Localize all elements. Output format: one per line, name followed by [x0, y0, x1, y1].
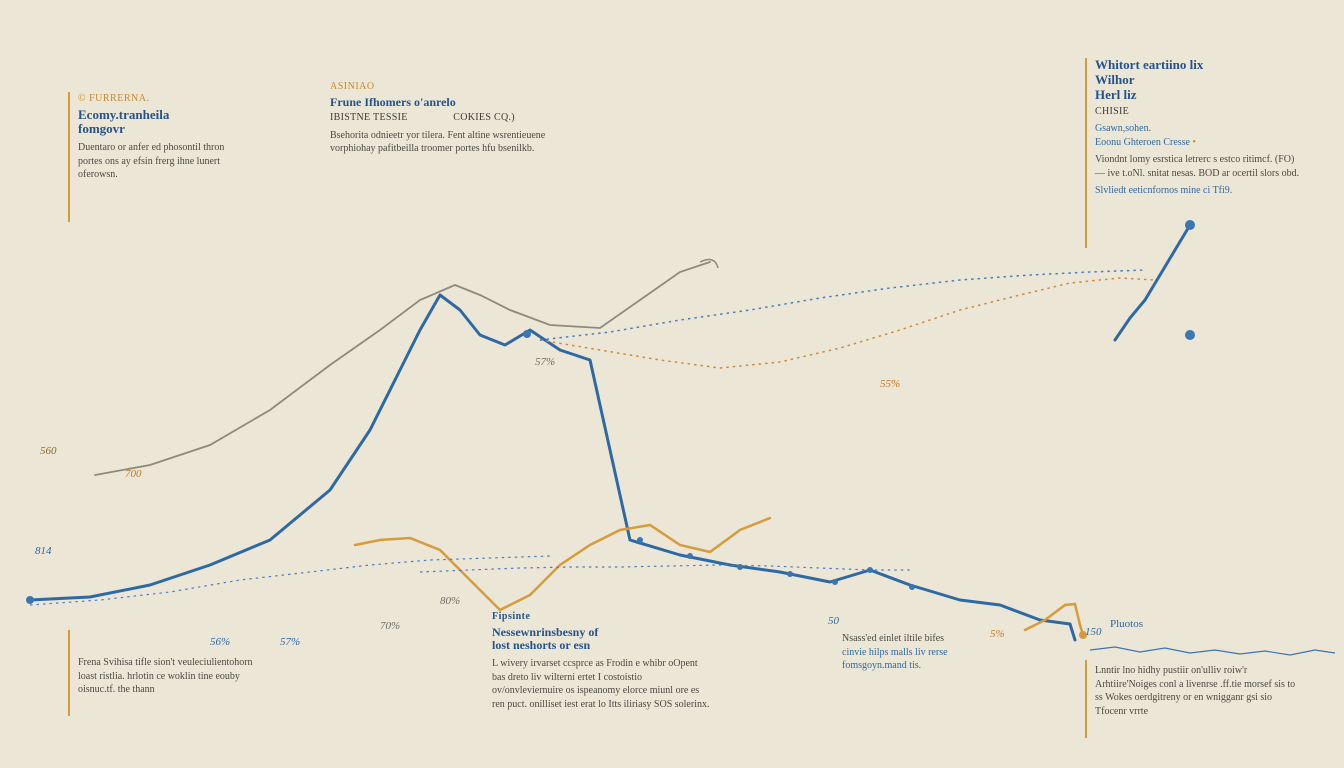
data-label: 56%: [210, 636, 230, 648]
title: Ecomy.tranheila fomgovr: [78, 108, 243, 138]
rule-right-top: [1085, 58, 1087, 248]
rule-right-bottom: [1085, 660, 1087, 738]
body: Duentaro or anfer ed phosontil thron por…: [78, 141, 243, 182]
annotation-block-3: Whitort eartiino lix Wilhor Herl liz CHI…: [1095, 58, 1305, 198]
subtitle: IBISTNE TESSIE COKIES CQ.): [330, 111, 570, 125]
data-label: 700: [125, 468, 142, 480]
series-spike-blue: [1115, 225, 1190, 340]
marker: [637, 537, 643, 543]
marker: [832, 579, 838, 585]
series-gray-upper: [95, 262, 710, 475]
chart-canvas: © Furrerna. Ecomy.tranheila fomgovr Duen…: [0, 0, 1344, 768]
data-label: 5%: [990, 628, 1005, 640]
subtitle: CHISIE: [1095, 105, 1305, 119]
body: Gsawn,sohen. Eoonu Ghteroen Cresse • Vio…: [1095, 122, 1305, 198]
data-label: 560: [40, 445, 57, 457]
marker: [1185, 330, 1195, 340]
marker: [1185, 220, 1195, 230]
series-dotted-blue-upper: [540, 270, 1145, 340]
rule-left-top: [68, 92, 70, 222]
data-label: 814: [35, 545, 52, 557]
title: Whitort eartiino lix Wilhor Herl liz: [1095, 58, 1305, 103]
series-dotted-blue-mid: [420, 565, 912, 572]
annotation-block-2: ASINIAO Frune Ifhomers o'anrelo IBISTNE …: [330, 80, 570, 156]
data-label: 150: [1085, 626, 1102, 638]
data-label: 57%: [535, 356, 555, 368]
body: Bsehorita odnieetr yor tilera. Fent alti…: [330, 129, 570, 156]
title: Frune Ifhomers o'anrelo: [330, 96, 570, 110]
body: Lnntir lno hidhy pustiir on'ulliv roiw'r…: [1095, 664, 1305, 718]
marker: [26, 596, 34, 604]
annotation-block-7: Lnntir lno hidhy pustiir on'ulliv roiw'r…: [1095, 664, 1305, 718]
marker: [687, 553, 693, 559]
data-label: Pluotos: [1110, 618, 1143, 630]
body: L wivery irvarset ccsprce as Frodin e wh…: [492, 657, 712, 711]
eyebrow: © Furrerna.: [78, 92, 243, 106]
annotation-block-5: Fipsinte Nessewnrinsbesny of lost neshor…: [492, 610, 712, 711]
marker: [867, 567, 873, 573]
series-orange-right: [1025, 604, 1083, 635]
marker: [787, 571, 793, 577]
eyebrow: ASINIAO: [330, 80, 570, 94]
data-label: 50: [828, 615, 839, 627]
data-label: 80%: [440, 595, 460, 607]
rule-left-bottom: [68, 630, 70, 716]
eyebrow: Fipsinte: [492, 610, 712, 624]
annotation-block-4: Frena Svihisa tifle sion't veuleciulient…: [78, 656, 263, 697]
data-label: 70%: [380, 620, 400, 632]
data-label: 55%: [880, 378, 900, 390]
body: Frena Svihisa tifle sion't veuleciulient…: [78, 656, 263, 697]
series-orange-mid: [355, 518, 770, 610]
series-wavy-blue-right: [1090, 647, 1335, 655]
series-main-blue: [30, 295, 1075, 640]
title: Nessewnrinsbesny of lost neshorts or esn: [492, 626, 712, 654]
marker: [523, 330, 531, 338]
series-dotted-orange-upper: [540, 278, 1155, 368]
data-label: 57%: [280, 636, 300, 648]
annotation-block-1: © Furrerna. Ecomy.tranheila fomgovr Duen…: [78, 92, 243, 182]
marker: [909, 584, 915, 590]
marker: [737, 564, 743, 570]
